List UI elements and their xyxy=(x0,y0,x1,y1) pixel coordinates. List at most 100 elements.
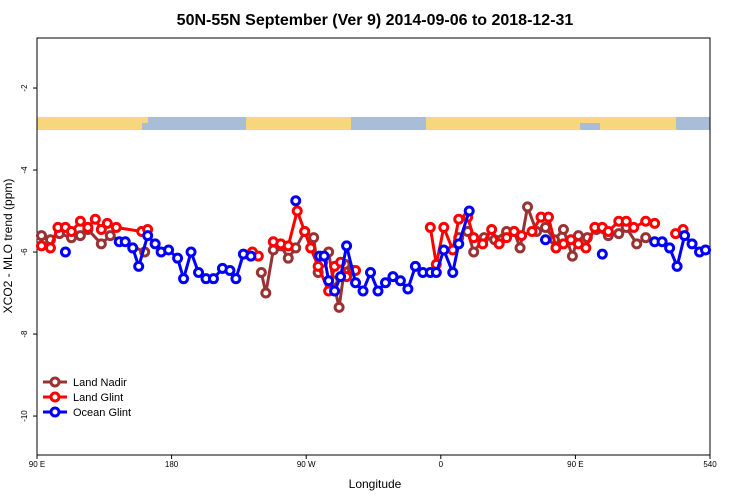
data-point xyxy=(89,213,101,225)
data-point xyxy=(679,230,691,242)
data-point xyxy=(365,267,377,279)
data-point xyxy=(596,248,608,260)
data-point xyxy=(402,283,414,295)
data-point xyxy=(526,226,538,238)
legend-marker xyxy=(49,406,61,418)
data-point xyxy=(341,240,353,252)
data-point xyxy=(308,232,320,244)
legend-label: Land Glint xyxy=(73,392,123,404)
y-tick-label: -6 xyxy=(20,248,29,256)
data-point xyxy=(149,238,161,250)
data-point xyxy=(178,273,190,285)
data-point xyxy=(477,238,489,250)
data-point xyxy=(424,221,436,233)
data-point xyxy=(394,275,406,287)
data-point xyxy=(620,215,632,227)
data-point xyxy=(379,277,391,289)
data-point xyxy=(35,230,47,242)
data-point xyxy=(110,221,122,233)
data-point xyxy=(686,238,698,250)
data-point xyxy=(468,232,480,244)
y-tick-label: -8 xyxy=(20,330,29,338)
data-point xyxy=(224,264,236,276)
data-point xyxy=(119,236,131,248)
data-point xyxy=(640,232,652,244)
data-point xyxy=(35,240,47,252)
y-tick-label: -10 xyxy=(20,410,29,422)
x-tick-label: 0 xyxy=(439,460,444,469)
data-point xyxy=(664,242,676,254)
data-point xyxy=(74,230,86,242)
legend-label: Land Nadir xyxy=(73,377,127,389)
data-point xyxy=(193,267,205,279)
data-point xyxy=(335,271,347,283)
data-point xyxy=(333,301,345,313)
data-point xyxy=(409,260,421,272)
data-point xyxy=(631,238,643,250)
data-point xyxy=(65,226,77,238)
data-point xyxy=(329,285,341,297)
data-point xyxy=(566,250,578,262)
data-point xyxy=(700,244,712,256)
data-point xyxy=(516,230,528,242)
data-point xyxy=(318,250,330,262)
data-point xyxy=(514,242,526,254)
data-point xyxy=(44,242,56,254)
data-point xyxy=(163,244,175,256)
x-tick-label: 540 xyxy=(703,460,717,469)
data-point xyxy=(290,195,302,207)
data-point xyxy=(101,217,113,229)
x-tick-label: 180 xyxy=(165,460,179,469)
data-point xyxy=(640,215,652,227)
data-point xyxy=(430,267,442,279)
data-point xyxy=(542,211,554,223)
data-point xyxy=(613,228,625,240)
data-point xyxy=(602,226,614,238)
data-point xyxy=(255,267,267,279)
data-point xyxy=(133,260,145,272)
x-tick-label: 90 W xyxy=(297,460,316,469)
data-point xyxy=(207,273,219,285)
y-tick-label: -4 xyxy=(20,166,29,174)
data-point xyxy=(245,250,257,262)
data-point xyxy=(628,221,640,233)
data-point xyxy=(282,252,294,264)
y-axis-label: XCO2 - MLO trend (ppm) xyxy=(1,179,15,314)
data-point xyxy=(468,246,480,258)
data-point xyxy=(539,234,551,246)
data-point xyxy=(522,201,534,213)
data-point xyxy=(649,217,661,229)
data-point xyxy=(282,240,294,252)
y-tick-label: -2 xyxy=(20,84,29,92)
data-point xyxy=(671,260,683,272)
chart-title: 50N-55N September (Ver 9) 2014-09-06 to … xyxy=(177,12,574,29)
x-axis-label: Longitude xyxy=(349,477,402,491)
data-point xyxy=(74,215,86,227)
data-point xyxy=(312,260,324,272)
data-point xyxy=(656,236,668,248)
data-point xyxy=(463,205,475,217)
data-point xyxy=(95,223,107,235)
data-point xyxy=(172,252,184,264)
x-tick-label: 90 E xyxy=(567,460,583,469)
data-point xyxy=(357,285,369,297)
data-point xyxy=(142,230,154,242)
data-point xyxy=(104,230,116,242)
x-tick-label: 90 E xyxy=(29,460,45,469)
data-point xyxy=(438,221,450,233)
data-point xyxy=(372,285,384,297)
data-point xyxy=(291,205,303,217)
data-point xyxy=(305,242,317,254)
data-point xyxy=(230,273,242,285)
legend-marker xyxy=(49,376,61,388)
data-point xyxy=(185,246,197,258)
data-point xyxy=(539,221,551,233)
data-point xyxy=(453,238,465,250)
data-point xyxy=(447,267,459,279)
data-point xyxy=(557,223,569,235)
data-point xyxy=(59,246,71,258)
data-point xyxy=(127,242,139,254)
data-point xyxy=(501,232,513,244)
data-point xyxy=(453,213,465,225)
